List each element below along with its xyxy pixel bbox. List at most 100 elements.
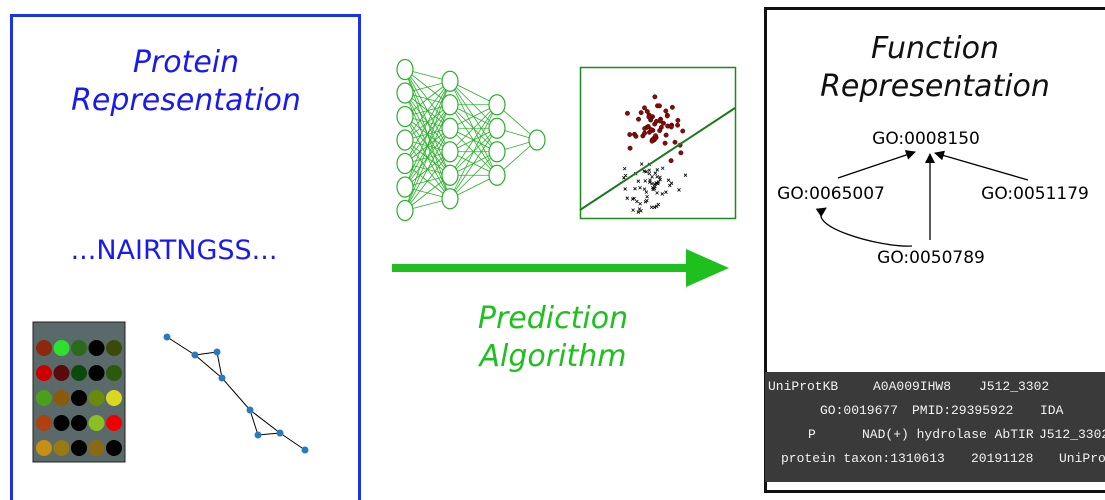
nn-node bbox=[441, 94, 459, 116]
nn-node bbox=[488, 141, 506, 163]
spot bbox=[106, 440, 122, 456]
sequence: ...NAIRTNGSS... bbox=[71, 235, 278, 266]
annotation-field: J512_3302 bbox=[979, 379, 1049, 394]
point bbox=[645, 198, 649, 203]
arrow-head bbox=[686, 249, 729, 287]
go-term: GO:0065007 bbox=[777, 184, 885, 204]
spot bbox=[106, 415, 122, 431]
point bbox=[648, 127, 654, 132]
nn-node bbox=[441, 188, 459, 210]
point bbox=[652, 94, 658, 100]
nn-edge bbox=[449, 104, 498, 176]
spot bbox=[71, 340, 87, 356]
edge bbox=[837, 150, 916, 179]
spot bbox=[53, 340, 70, 356]
point bbox=[643, 179, 648, 183]
algorithm-label: Algorithm bbox=[478, 339, 627, 374]
annotation-field: 20191128 bbox=[971, 451, 1033, 466]
point bbox=[668, 158, 674, 164]
point bbox=[638, 201, 642, 206]
point bbox=[639, 162, 644, 166]
protein-panel bbox=[10, 14, 361, 500]
point bbox=[666, 178, 671, 182]
point bbox=[644, 109, 650, 114]
point bbox=[656, 202, 661, 207]
nn-node bbox=[396, 199, 414, 222]
point bbox=[660, 166, 665, 171]
graph-edge bbox=[194, 354, 223, 379]
point bbox=[638, 185, 642, 190]
point bbox=[652, 186, 657, 191]
point bbox=[644, 190, 649, 194]
algorithm-label: Prediction bbox=[478, 301, 628, 336]
nn-edge bbox=[404, 80, 451, 117]
graph-node bbox=[218, 374, 226, 382]
nn-node bbox=[441, 117, 459, 139]
spot bbox=[36, 365, 52, 381]
point bbox=[632, 196, 636, 201]
go-term: GO:0008150 bbox=[872, 129, 980, 149]
annotation-field: UniProt bbox=[1059, 451, 1105, 466]
annotation-field: PMID:29395922 bbox=[912, 403, 1013, 418]
graph-node bbox=[276, 429, 284, 437]
edge bbox=[815, 207, 913, 247]
point bbox=[625, 196, 630, 200]
point bbox=[660, 192, 665, 196]
graph-node bbox=[254, 431, 262, 439]
point bbox=[647, 168, 652, 173]
panel-title: Protein bbox=[133, 45, 239, 80]
nn-edge bbox=[404, 174, 451, 211]
edge bbox=[934, 150, 1029, 181]
nn-node bbox=[488, 117, 506, 139]
spot bbox=[88, 440, 105, 456]
nn-node bbox=[396, 152, 414, 175]
panel-title: Representation bbox=[71, 83, 301, 118]
spot bbox=[71, 365, 87, 381]
spot bbox=[53, 390, 70, 406]
graph-edge bbox=[166, 336, 196, 356]
point bbox=[663, 108, 669, 114]
point bbox=[680, 128, 686, 134]
graph-edge bbox=[257, 432, 281, 436]
nn-edge bbox=[449, 104, 498, 153]
point bbox=[650, 181, 654, 186]
nn-node bbox=[441, 164, 459, 186]
point bbox=[636, 116, 641, 122]
point bbox=[657, 128, 663, 134]
point bbox=[652, 205, 657, 210]
panel-title: Representation bbox=[820, 69, 1050, 104]
nn-node bbox=[528, 129, 546, 151]
spot bbox=[36, 440, 52, 456]
nn-edge bbox=[449, 104, 498, 199]
nn-node bbox=[396, 82, 414, 104]
annotation-field: P bbox=[808, 427, 816, 442]
spot bbox=[36, 415, 52, 431]
graph-edge bbox=[194, 351, 218, 356]
nn-edge bbox=[449, 151, 498, 200]
panel-title: Function bbox=[871, 31, 999, 66]
spot bbox=[106, 365, 122, 381]
annotation-field: A0A009IHW8 bbox=[873, 379, 951, 394]
point bbox=[678, 150, 684, 156]
graph-node bbox=[246, 406, 254, 414]
point bbox=[645, 194, 649, 199]
point bbox=[653, 171, 658, 175]
point bbox=[636, 210, 641, 214]
function-panel bbox=[764, 7, 1105, 493]
spot bbox=[36, 390, 52, 406]
point bbox=[675, 117, 681, 123]
point bbox=[622, 166, 627, 171]
nn-node bbox=[488, 94, 506, 116]
spot bbox=[106, 390, 122, 406]
graph-node bbox=[191, 351, 199, 359]
point bbox=[627, 132, 633, 137]
point bbox=[635, 199, 639, 204]
spot bbox=[71, 415, 87, 431]
point bbox=[644, 169, 648, 174]
nn-edge bbox=[404, 128, 451, 211]
point bbox=[663, 132, 669, 138]
spot bbox=[36, 340, 52, 356]
point bbox=[653, 133, 658, 139]
spot bbox=[88, 365, 105, 381]
point bbox=[642, 187, 647, 191]
